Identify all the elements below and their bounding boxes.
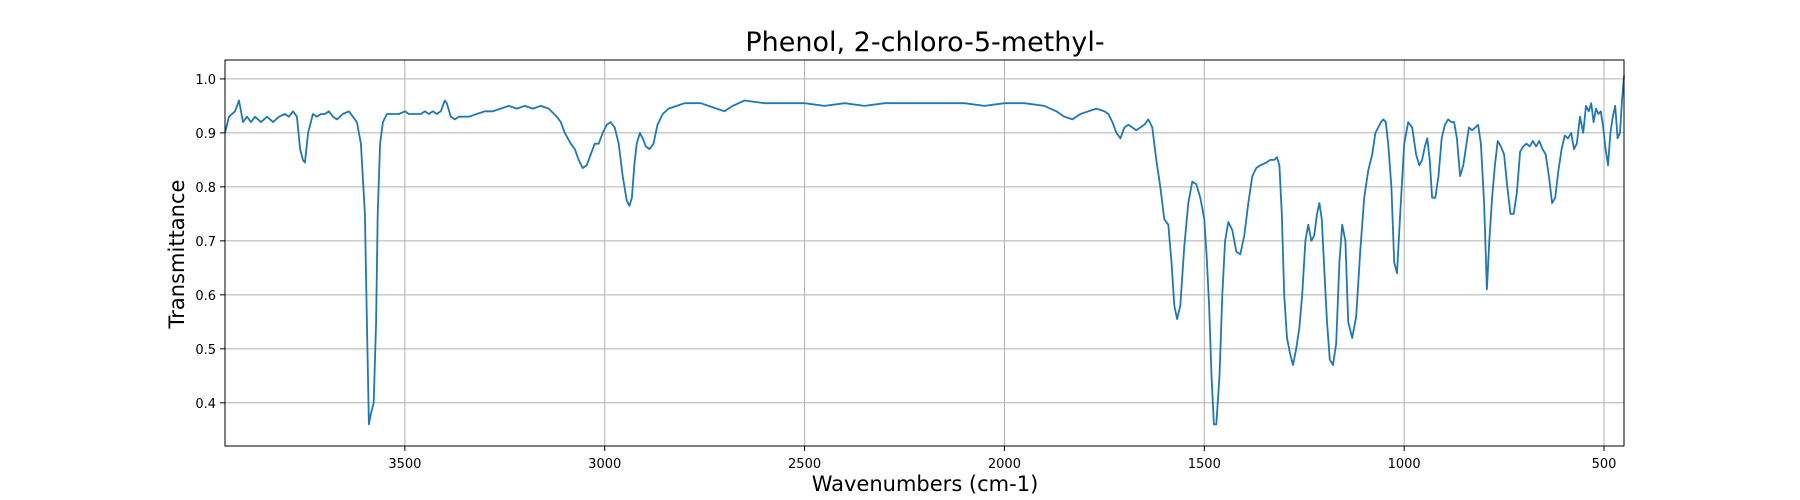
x-tick-label: 3000	[588, 457, 621, 472]
y-tick-label: 0.7	[195, 235, 216, 250]
x-tick-label: 2500	[788, 457, 821, 472]
x-tick-label: 500	[1592, 457, 1617, 472]
x-tick-label: 1000	[1388, 457, 1421, 472]
y-tick-labels: 0.4 0.5 0.6 0.7 0.8 0.9 1.0	[195, 73, 216, 412]
y-tick-label: 0.6	[195, 289, 216, 304]
grid-lines	[225, 60, 1624, 446]
y-tick-label: 0.5	[195, 343, 216, 358]
x-tick-labels: 3500 3000 2500 2000 1500 1000 500	[388, 457, 1616, 472]
transmittance-series-line	[224, 75, 1625, 426]
x-tick-label: 1500	[1188, 457, 1221, 472]
chart-title: Phenol, 2-chloro-5-methyl-	[745, 27, 1104, 58]
y-tick-label: 1.0	[195, 73, 216, 88]
plot-frame	[224, 59, 1625, 447]
x-axis-label: Wavenumbers (cm-1)	[812, 472, 1039, 496]
y-tick-label: 0.8	[195, 181, 216, 196]
y-tick-label: 0.9	[195, 127, 216, 142]
axis-ticks	[220, 78, 1605, 451]
x-tick-label: 3500	[388, 457, 421, 472]
series-layer	[224, 75, 1625, 426]
x-tick-label: 2000	[988, 457, 1021, 472]
y-axis-label: Transmittance	[165, 180, 189, 330]
y-tick-label: 0.4	[195, 397, 216, 412]
